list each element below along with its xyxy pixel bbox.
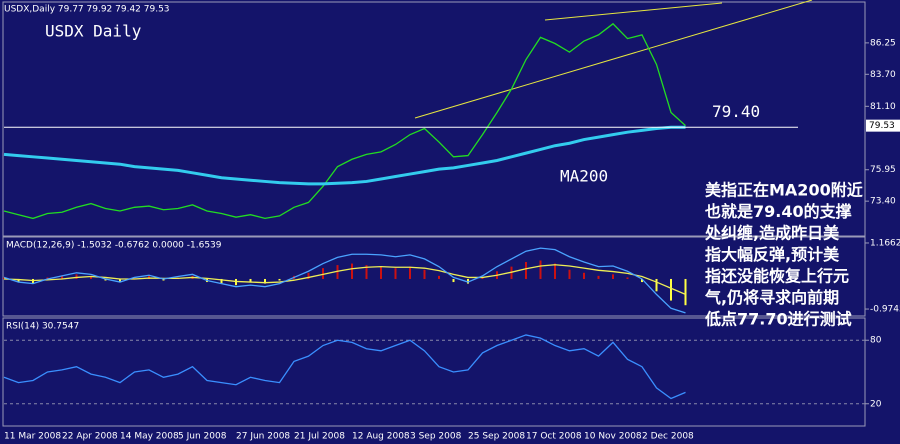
- histogram-bar: [597, 275, 600, 279]
- histogram-bar: [46, 277, 49, 279]
- rsi-title: RSI(14) 30.7547: [6, 322, 79, 332]
- histogram-bar: [670, 278, 672, 301]
- y-tick-label: 80: [870, 336, 882, 346]
- histogram-bar: [612, 274, 614, 279]
- rsi-panel: [2, 317, 866, 427]
- histogram-bar: [75, 274, 78, 279]
- chart-title: USDX Daily: [45, 22, 142, 41]
- y-tick-label: 86.25: [870, 38, 896, 48]
- histogram-bar: [481, 277, 484, 279]
- y-tick-label: 75.95: [870, 165, 896, 175]
- x-tick-label: 10 Nov 2008: [584, 432, 642, 442]
- series-line: [3, 22, 686, 220]
- macd-title: MACD(12,26,9) -1.5032 -0.6762 0.0000 -1.…: [6, 241, 222, 251]
- x-tick-label: 12 Aug 2008: [352, 432, 410, 442]
- histogram-bar: [3, 277, 5, 279]
- annotation-line: 也就是79.40的支撑: [705, 202, 852, 221]
- histogram-bar: [336, 265, 339, 279]
- macd-panel: [2, 236, 866, 317]
- histogram-bar: [351, 263, 353, 279]
- x-tick-label: 27 Jun 2008: [236, 432, 290, 442]
- y-tick-label: 20: [870, 399, 882, 409]
- x-tick-label: 5 Jun 2008: [178, 432, 227, 442]
- price-label: 79.53: [869, 121, 895, 131]
- level-label: 79.40: [712, 102, 760, 121]
- y-tick-label: 81.10: [870, 102, 896, 112]
- header: USDX,Daily 79.77 79.92 79.42 79.53: [4, 5, 170, 15]
- ma-line: [3, 125, 686, 186]
- series-line: [3, 334, 686, 400]
- x-tick-label: 22 Apr 2008: [62, 432, 118, 442]
- trend-line: [544, 2, 723, 21]
- y-tick-label: 73.40: [870, 197, 896, 207]
- histogram-bar: [249, 278, 252, 283]
- histogram-bar: [539, 260, 542, 279]
- annotation-line: 气,仍将寻求向前期: [704, 288, 839, 307]
- histogram-bar: [380, 266, 382, 279]
- histogram-bar: [278, 278, 281, 281]
- x-tick-label: 25 Sep 2008: [468, 432, 525, 442]
- histogram-bar: [438, 275, 440, 279]
- histogram-bar: [452, 278, 455, 283]
- annotation-line: 指大幅反弹,预计美: [705, 245, 840, 264]
- histogram-bar: [423, 269, 426, 279]
- histogram-bar: [133, 277, 136, 279]
- histogram-bar: [467, 278, 469, 284]
- annotation-line: 低点77.70进行测试: [704, 310, 852, 329]
- x-tick-label: 21 Jul 2008: [294, 432, 345, 442]
- histogram-bar: [32, 278, 34, 284]
- histogram-bar: [162, 278, 165, 281]
- histogram-bar: [554, 263, 556, 279]
- histogram-bar: [626, 277, 629, 279]
- histogram-bar: [220, 278, 223, 284]
- histogram-bar: [684, 278, 687, 306]
- trend-line: [414, 0, 813, 119]
- annotation-line: 处纠缠,造成昨日美: [704, 224, 840, 243]
- annotation: 美指正在MA200附近也就是79.40的支撑处纠缠,造成昨日美指大幅反弹,预计美…: [704, 181, 863, 329]
- y-tick-label: -0.9745: [870, 305, 900, 315]
- price-box: [866, 119, 900, 132]
- histogram-bar: [394, 268, 397, 279]
- annotation-line: 美指正在MA200附近: [705, 181, 863, 200]
- y-tick-label: 83.70: [870, 70, 896, 80]
- y-tick-label: 1.1662: [870, 238, 900, 248]
- ma-label: MA200: [560, 167, 608, 186]
- annotation-line: 指还没能恢复上行元: [705, 267, 849, 286]
- histogram-bar: [17, 278, 20, 283]
- x-tick-label: 14 May 2008: [120, 432, 179, 442]
- histogram-bar: [568, 269, 571, 279]
- histogram-bar: [409, 266, 411, 279]
- x-tick-label: 17 Oct 2008: [526, 432, 582, 442]
- histogram-bar: [119, 278, 121, 283]
- histogram-bar: [655, 278, 658, 292]
- histogram-bar: [264, 278, 266, 284]
- x-tick-label: 3 Sep 2008: [410, 432, 462, 442]
- histogram-bar: [104, 278, 107, 281]
- histogram-bar: [583, 272, 585, 279]
- series-line: [3, 247, 686, 314]
- histogram-bar: [525, 261, 527, 279]
- x-tick-label: 2 Dec 2008: [642, 432, 694, 442]
- series-line: [3, 264, 686, 295]
- histogram-bar: [641, 278, 643, 283]
- price-panel: [2, 1, 866, 237]
- histogram-bar: [307, 272, 310, 279]
- x-tick-label: 11 Mar 2008: [4, 432, 61, 442]
- histogram-bar: [61, 275, 63, 279]
- histogram-bar: [365, 265, 368, 279]
- histogram-bar: [322, 268, 324, 279]
- histogram-bar: [90, 275, 92, 279]
